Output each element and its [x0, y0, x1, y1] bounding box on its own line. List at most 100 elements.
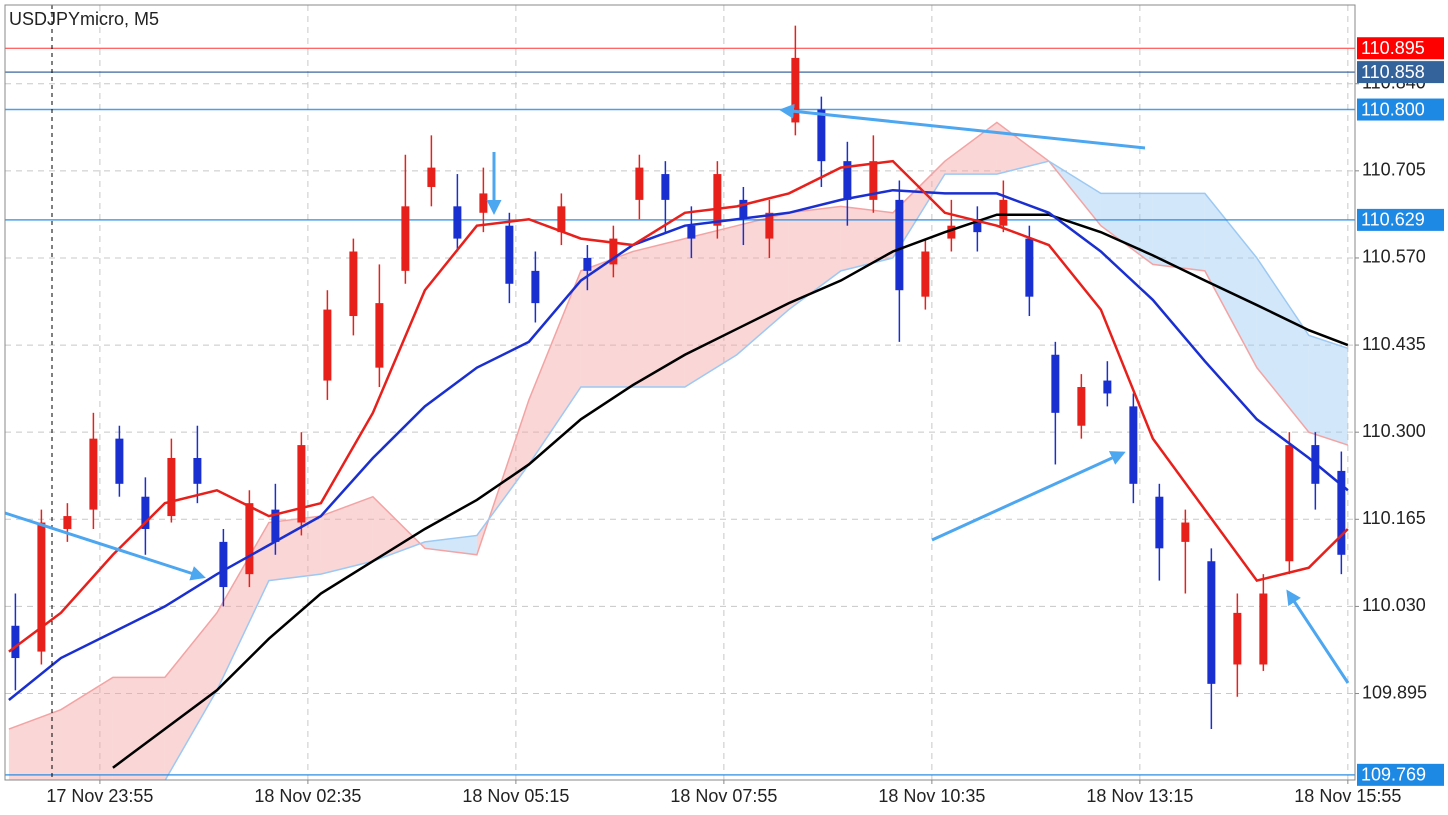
candle-body [999, 199, 1008, 226]
x-tick-label: 17 Nov 23:55 [46, 786, 153, 806]
candle-body [297, 445, 306, 523]
candle-body [401, 206, 410, 271]
candle-body [1285, 445, 1294, 562]
candle-body [869, 161, 878, 200]
cloud-segment [892, 161, 945, 258]
trend-arrow [779, 103, 1146, 150]
candle-body [1233, 612, 1242, 665]
candle-body [843, 161, 852, 200]
candle-body [1155, 496, 1164, 549]
moving-average [8, 188, 1349, 701]
cloud-segment [1308, 335, 1348, 446]
price-label-box [1357, 208, 1444, 231]
candle-body [895, 199, 904, 291]
price-label: 110.629 [1361, 210, 1425, 230]
price-label: 109.769 [1361, 765, 1426, 785]
price-label-box [1357, 61, 1444, 84]
cloud-segment [164, 612, 217, 780]
y-tick-label: 109.895 [1362, 682, 1427, 702]
cloud-segment [216, 522, 269, 691]
candle-body [1077, 387, 1086, 426]
x-tick-label: 18 Nov 07:55 [670, 786, 777, 806]
plot-frame [4, 4, 1356, 781]
y-tick-label: 110.300 [1362, 421, 1426, 441]
candle-body [947, 225, 956, 239]
candle-body [583, 257, 592, 271]
cloud-segment [1204, 193, 1257, 368]
candle-body [661, 174, 670, 200]
cloud-segment [632, 238, 685, 388]
annotations [4, 103, 1350, 684]
candle-body [349, 251, 358, 317]
candle-body [713, 174, 722, 226]
candle-body [765, 212, 774, 239]
candle-body [1025, 238, 1034, 297]
cloud-segment [112, 677, 165, 780]
candle-body [973, 219, 982, 233]
candle-body [271, 509, 280, 542]
moving-average [112, 213, 1349, 769]
candle-body [323, 309, 332, 381]
grid [5, 5, 1355, 780]
candle-body [375, 303, 384, 368]
candle-body [505, 225, 514, 284]
cloud-segment [320, 496, 373, 575]
y-tick-label: 110.435 [1362, 334, 1426, 354]
candle-body [63, 516, 72, 529]
candle-body [167, 457, 176, 517]
x-tick-label: 18 Nov 05:15 [462, 786, 569, 806]
candle-body [453, 206, 462, 239]
candle-body [11, 625, 20, 659]
candle-body [89, 438, 98, 510]
candle-body [245, 503, 254, 575]
candle-body [115, 438, 124, 484]
trend-arrow [4, 511, 206, 581]
candle-body [1181, 522, 1190, 542]
cloud-segment [1100, 193, 1153, 265]
candle-body [1207, 561, 1216, 684]
cloud-segment [788, 206, 841, 310]
candle-body [1129, 406, 1138, 484]
cloud-segment [268, 516, 321, 581]
cloud-segment [372, 496, 425, 562]
trend-arrow [931, 451, 1126, 542]
candle-body [193, 457, 202, 484]
candle-body [739, 199, 748, 220]
cloud-segment [736, 212, 789, 355]
price-label-box [1357, 37, 1444, 60]
x-tick-label: 18 Nov 02:35 [254, 786, 361, 806]
cloud-segment [60, 677, 113, 780]
price-label: 110.895 [1361, 38, 1425, 58]
candle-body [1051, 354, 1060, 413]
candle-body [1337, 470, 1346, 555]
y-tick-label: 110.165 [1362, 508, 1426, 528]
price-label: 110.800 [1361, 99, 1425, 119]
cloud-segment [580, 251, 633, 388]
chart-title: USDJPYmicro, M5 [9, 9, 159, 29]
candle-body [1103, 380, 1112, 394]
price-label-box [1357, 763, 1444, 786]
price-label: 110.858 [1361, 62, 1425, 82]
candle-body [479, 193, 488, 213]
candle-body [791, 57, 800, 123]
candle-body [531, 270, 540, 304]
cloud-span-b [8, 160, 1349, 780]
y-tick-label: 110.705 [1362, 160, 1426, 180]
price-label-box [1357, 98, 1444, 121]
candle-body [817, 109, 826, 162]
x-tick-label: 18 Nov 13:15 [1086, 786, 1193, 806]
x-tick-label: 18 Nov 15:55 [1294, 786, 1401, 806]
cloud-segment [8, 709, 61, 780]
plot-area [5, 25, 1355, 780]
cloud-segment [1256, 257, 1309, 433]
cloud-segment [840, 206, 893, 271]
y-tick-label: 110.570 [1362, 247, 1426, 267]
candle-body [219, 541, 228, 588]
cloud-segment [528, 270, 581, 465]
y-tick-label: 110.030 [1362, 595, 1426, 615]
candle-body [37, 522, 46, 652]
candle-body [1259, 593, 1268, 665]
candle-body [427, 167, 436, 187]
moving-average [8, 159, 1349, 653]
